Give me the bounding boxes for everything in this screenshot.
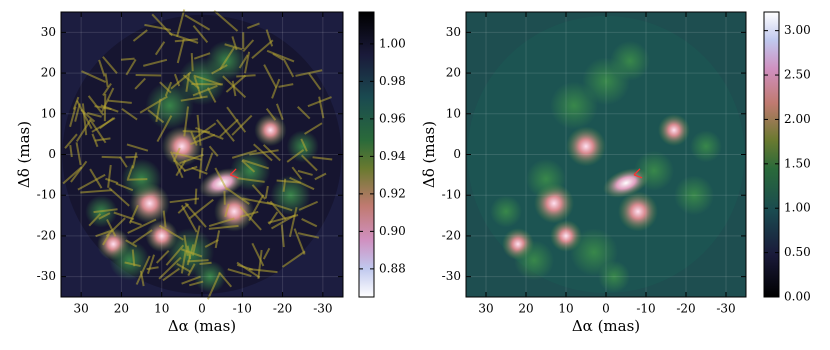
colorbar-tick-label: 1.00 [784,201,811,215]
colorbar-tick-label: 0.96 [379,111,406,125]
x-tick-label: -30 [716,302,735,316]
y-tick-label: -10 [442,188,461,202]
colorbar-tick-label: 3.00 [784,23,811,37]
x-axis-label: Δα (mas) [572,317,640,335]
x-tick-label: 20 [114,302,129,316]
x-tick-label: -30 [313,302,332,316]
x-tick-label: 30 [74,302,89,316]
polarization-vector [102,157,121,158]
colorbar-tick-label: 1.50 [784,156,811,170]
x-tick-label: -20 [676,302,695,316]
colorbar-tick-label: 0.00 [784,290,811,304]
x-tick-label: 20 [518,302,533,316]
heatmap-blob [566,126,606,166]
polarization-vector [199,263,211,264]
heatmap-blob [490,196,522,228]
x-tick-label: -10 [233,302,252,316]
y-tick-label: 20 [41,66,56,80]
y-axis-label: Δδ (mas) [15,121,33,188]
polarization-vector [136,75,162,76]
x-tick-label: 0 [198,302,206,316]
colorbar-tick-label: 0.50 [784,245,811,259]
y-tick-label: 20 [446,66,461,80]
colorbar-tick-label: 2.50 [784,68,811,82]
colorbar-tick-label: 0.94 [379,149,406,163]
heatmap-blob [610,41,650,81]
y-tick-label: -20 [442,228,461,242]
x-tick-label: 10 [558,302,573,316]
colorbar-tick-label: 0.92 [379,186,406,200]
y-tick-label: 30 [41,25,56,39]
polarization-vector [195,189,196,205]
y-tick-label: -20 [37,228,56,242]
colorbar-tick-label: 0.98 [379,74,406,88]
x-tick-label: -20 [273,302,292,316]
heatmap-blob [634,151,674,191]
y-axis-label: Δδ (mas) [420,121,438,188]
x-tick-label: -10 [636,302,655,316]
colorbar [764,12,779,297]
x-axis-label: Δα (mas) [168,317,236,335]
heatmap-blob [514,240,554,280]
polarization-vector [121,59,135,60]
colorbar [359,12,374,297]
heatmap-blob [690,130,722,162]
heatmap-blob [109,240,149,280]
y-tick-label: -30 [442,269,461,283]
heatmap-blob [618,192,658,232]
colorbar-tick-label: 2.00 [784,112,811,126]
y-tick-label: -10 [37,188,56,202]
y-tick-label: 10 [41,106,56,120]
polarization-vector [192,53,193,71]
x-tick-label: 10 [154,302,169,316]
colorbar-tick-label: 0.88 [379,261,406,275]
heatmap-blob [526,159,566,199]
heatmap-blob [658,114,690,146]
colorbar-tick-label: 0.90 [379,224,406,238]
heatmap-blob [550,82,598,130]
y-tick-label: 10 [446,106,461,120]
polarization-vector [127,179,148,180]
x-tick-label: 0 [602,302,610,316]
y-tick-label: 0 [48,147,56,161]
y-tick-label: -30 [37,269,56,283]
y-tick-label: 0 [453,147,461,161]
polarization-vector [187,260,208,261]
x-tick-label: 30 [478,302,493,316]
y-tick-label: 30 [446,25,461,39]
colorbar-tick-label: 1.00 [379,36,406,50]
